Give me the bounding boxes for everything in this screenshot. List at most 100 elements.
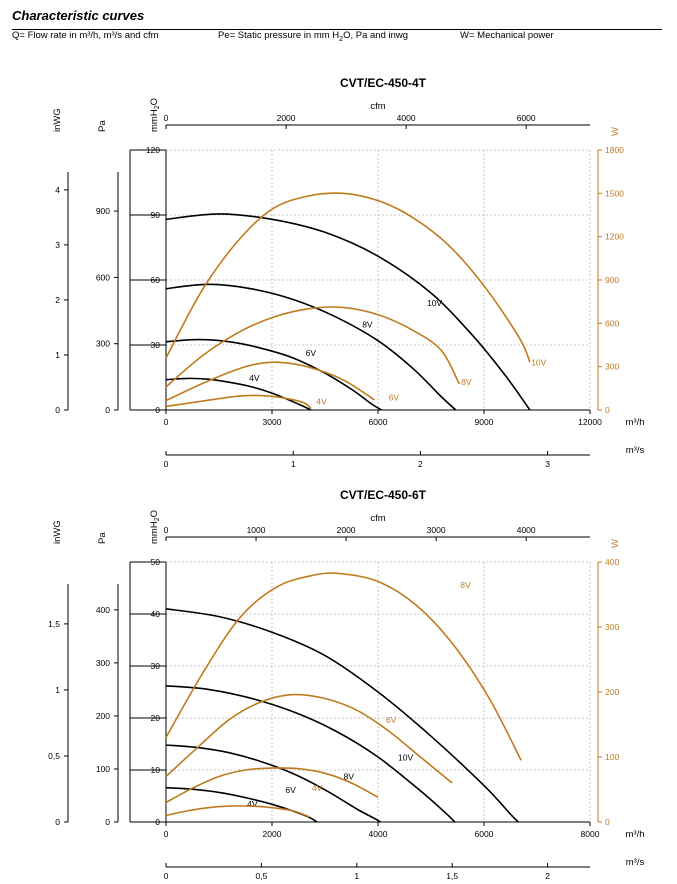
legend-power: W= Mechanical power [460, 30, 554, 41]
power-curve-8v [165, 693, 453, 784]
legend-pressure-sub: 2 [339, 35, 344, 43]
pressure-curve-6v [165, 338, 382, 411]
x-tick-label: 0 [164, 417, 169, 427]
x-tick-label: 3000 [263, 417, 282, 427]
pressure-curve-label: 8V [362, 320, 373, 330]
pressure-curve-10v [165, 608, 520, 823]
pressure-curve-label: 6V [306, 348, 317, 358]
power-curve-label: 4V [312, 783, 323, 793]
m3s-tick-label: 0,5 [255, 871, 267, 881]
power-tick-label: 1200 [605, 232, 624, 242]
m3s-tick-label: 1 [291, 459, 296, 469]
pressure-curve-label: 8V [344, 771, 355, 781]
power-curve-label: 10V [531, 358, 546, 368]
m3s-axis-label: m³/s [626, 445, 645, 456]
mmh2o-tick-label: 30 [151, 661, 161, 671]
inwg-tick-label: 0 [55, 817, 60, 827]
chart-title: CVT/EC-450-4T [340, 76, 427, 90]
pa-tick-label: 600 [96, 272, 110, 282]
power-curve-4v [165, 805, 310, 818]
pa-tick-label: 900 [96, 206, 110, 216]
power-tick-label: 400 [605, 557, 619, 567]
pressure-curve-10v [165, 213, 531, 411]
mmh2o-axis-label: mmH2O [149, 510, 161, 544]
mmh2o-axis-label: mmH2O [149, 98, 161, 132]
power-curve-10v [165, 192, 531, 363]
x-axis-label-m3h: m³/h [626, 417, 645, 428]
x-tick-label: 2000 [263, 829, 282, 839]
power-curve-4v [165, 394, 312, 410]
mmh2o-tick-label: 10 [151, 765, 161, 775]
mmh2o-tick-label: 0 [155, 817, 160, 827]
power-tick-label: 1800 [605, 145, 624, 155]
mmh2o-tick-label: 120 [146, 145, 160, 155]
x-tick-label: 12000 [578, 417, 602, 427]
cfm-tick-label: 6000 [517, 113, 536, 123]
mmh2o-tick-label: 0 [155, 405, 160, 415]
inwg-tick-label: 3 [55, 240, 60, 250]
inwg-tick-label: 4 [55, 185, 60, 195]
pa-tick-label: 0 [105, 817, 110, 827]
mmh2o-tick-label: 50 [151, 557, 161, 567]
m3s-tick-label: 2 [418, 459, 423, 469]
inwg-tick-label: 1 [55, 685, 60, 695]
header-divider [12, 29, 662, 30]
cfm-tick-label: 0 [164, 525, 169, 535]
pressure-curve-4v [165, 377, 312, 411]
mmh2o-label-end: O [149, 98, 160, 105]
x-tick-label: 0 [164, 829, 169, 839]
pa-tick-label: 300 [96, 339, 110, 349]
mmh2o-label-sub: 2 [154, 517, 161, 521]
pa-tick-label: 300 [96, 658, 110, 668]
inwg-tick-label: 0,5 [48, 751, 60, 761]
chart-title: CVT/EC-450-6T [340, 488, 427, 502]
mmh2o-label-end: O [149, 510, 160, 517]
mmh2o-label-main: mmH [149, 521, 160, 544]
power-curve-8v [165, 306, 461, 388]
pa-tick-label: 0 [105, 405, 110, 415]
m3s-tick-label: 1 [354, 871, 359, 881]
pressure-curve-label: 10V [427, 298, 442, 308]
inwg-tick-label: 1 [55, 350, 60, 360]
pressure-curve-6v [165, 744, 382, 823]
m3s-tick-label: 0 [164, 871, 169, 881]
mmh2o-tick-label: 20 [151, 713, 161, 723]
power-tick-label: 0 [605, 817, 610, 827]
power-tick-label: 600 [605, 318, 619, 328]
power-curve-label: 4V [316, 397, 327, 407]
cfm-tick-label: 3000 [427, 525, 446, 535]
pressure-curve-8v [165, 283, 457, 411]
legend-flow: Q= Flow rate in m³/h, m³/s and cfm [12, 30, 159, 41]
pressure-curve-label: 10V [398, 753, 413, 763]
cfm-axis-label: cfm [370, 513, 385, 524]
inwg-axis-label: inWG [52, 108, 63, 132]
power-tick-label: 100 [605, 752, 619, 762]
x-tick-label: 8000 [581, 829, 600, 839]
power-curve-6v [165, 361, 375, 402]
header: Characteristic curves [12, 8, 662, 30]
cfm-tick-label: 4000 [397, 113, 416, 123]
x-tick-label: 9000 [475, 417, 494, 427]
pa-tick-label: 200 [96, 711, 110, 721]
mmh2o-tick-label: 60 [151, 275, 161, 285]
pressure-curve-label: 6V [285, 785, 296, 795]
mmh2o-label-sub: 2 [154, 105, 161, 109]
power-curve-label: 8V [460, 580, 471, 590]
legend-pressure: Pe= Static pressure in mm H2O, Pa and in… [218, 30, 408, 43]
power-curve-label: 6V [386, 715, 397, 725]
m3s-tick-label: 0 [164, 459, 169, 469]
power-tick-label: 300 [605, 362, 619, 372]
power-tick-label: 300 [605, 622, 619, 632]
pressure-curve-8v [165, 685, 456, 823]
x-tick-label: 6000 [475, 829, 494, 839]
legend-pressure-post: O, Pa and inwg [343, 30, 409, 41]
power-tick-label: 1500 [605, 188, 624, 198]
x-axis-label-m3h: m³/h [626, 829, 645, 840]
mmh2o-tick-label: 90 [151, 210, 161, 220]
cfm-tick-label: 4000 [517, 525, 536, 535]
m3s-tick-label: 3 [545, 459, 550, 469]
m3s-axis-label: m³/s [626, 857, 645, 868]
pa-axis-label: Pa [97, 532, 108, 544]
